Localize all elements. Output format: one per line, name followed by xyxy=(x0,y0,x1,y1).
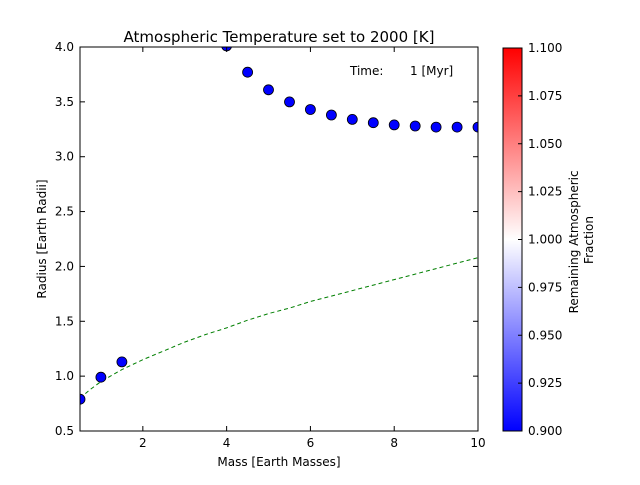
colorbar-tick-label: 0.925 xyxy=(528,376,562,390)
x-tick-label: 10 xyxy=(470,436,485,450)
y-tick-label: 3.5 xyxy=(55,95,74,109)
colorbar-tick-label: 1.000 xyxy=(528,233,562,247)
data-point xyxy=(304,104,316,115)
y-tick-label: 1.5 xyxy=(55,314,74,328)
x-tick-label: 6 xyxy=(307,436,315,450)
data-point xyxy=(472,121,478,133)
series-layer xyxy=(80,47,478,405)
x-axis-ticks: 2 4 6 8 10 xyxy=(139,47,486,450)
time-value: 1 [Myr] xyxy=(410,64,453,78)
data-point xyxy=(451,121,463,133)
x-tick-label: 2 xyxy=(139,436,147,450)
data-point xyxy=(95,371,107,383)
y-axis-ticks: 0.5 1.0 1.5 2.0 2.5 3.0 3.5 4.0 xyxy=(55,40,478,438)
colorbar-tick-label: 0.950 xyxy=(528,328,562,342)
data-point xyxy=(388,119,400,131)
x-tick-label: 4 xyxy=(223,436,231,450)
x-axis-label: Mass [Earth Masses] xyxy=(217,455,340,469)
data-point xyxy=(325,109,337,121)
y-tick-label: 4.0 xyxy=(55,40,74,54)
colorbar-label: Remaining Atmospheric Fraction xyxy=(567,167,596,314)
plot-frame xyxy=(79,46,479,432)
y-tick-label: 3.0 xyxy=(55,150,74,164)
time-label: Time: xyxy=(349,64,383,78)
data-point xyxy=(430,121,442,133)
data-point xyxy=(409,120,421,132)
plot-area xyxy=(80,47,478,431)
data-point xyxy=(263,84,274,96)
chart-title: Atmospheric Temperature set to 2000 [K] xyxy=(124,28,435,46)
y-tick-label: 2.5 xyxy=(55,205,74,219)
data-point xyxy=(242,66,254,78)
y-tick-label: 0.5 xyxy=(55,424,74,438)
y-tick-label: 2.0 xyxy=(55,259,74,273)
data-point xyxy=(116,356,128,368)
data-point xyxy=(80,393,86,405)
colorbar: 0.900 0.925 0.950 0.975 1.000 1.025 1.050 1.075… xyxy=(502,41,596,438)
colorbar-ticks: 0.900 0.925 0.950 0.975 1.000 1.025 1.050 1.075… xyxy=(518,41,562,438)
y-tick-label: 1.0 xyxy=(55,369,74,383)
time-annotation: Time: 1 [Myr] xyxy=(349,64,453,78)
model-curve xyxy=(80,257,478,399)
data-point xyxy=(284,96,295,108)
colorbar-tick-label: 1.050 xyxy=(528,137,562,151)
colorbar-tick-label: 1.075 xyxy=(528,89,562,103)
colorbar-label-line2: Fraction xyxy=(582,216,596,264)
y-axis-label: Radius [Earth Radii] xyxy=(35,179,49,298)
data-point xyxy=(367,117,379,129)
colorbar-tick-label: 0.975 xyxy=(528,280,562,294)
data-point xyxy=(346,114,358,125)
colorbar-label-line1: Remaining Atmospheric xyxy=(567,170,581,313)
colorbar-tick-label: 1.025 xyxy=(528,185,562,199)
colorbar-tick-label: 1.100 xyxy=(528,41,562,55)
colorbar-tick-label: 0.900 xyxy=(528,424,562,438)
x-tick-label: 8 xyxy=(390,436,398,450)
